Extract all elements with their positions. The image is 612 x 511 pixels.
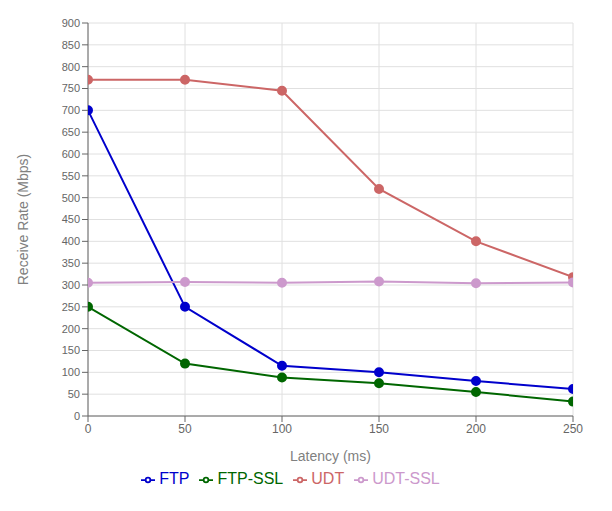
svg-text:0: 0	[74, 410, 80, 422]
html-text:FTP: FTP	[159, 470, 190, 487]
svg-text:450: 450	[62, 213, 80, 225]
svg-text:850: 850	[62, 39, 80, 51]
html-text:UDT-SSL: UDT-SSL	[372, 470, 440, 487]
svg-text:400: 400	[62, 235, 80, 247]
svg-text:200: 200	[62, 323, 80, 335]
svg-text:200: 200	[466, 422, 486, 436]
svg-text:100: 100	[62, 366, 80, 378]
svg-text:150: 150	[369, 422, 389, 436]
svg-text:150: 150	[62, 344, 80, 356]
svg-text:250: 250	[563, 422, 583, 436]
svg-text:100: 100	[272, 422, 292, 436]
svg-text:Latency (ms): Latency (ms)	[290, 448, 371, 464]
svg-text:0: 0	[85, 422, 92, 436]
svg-text:500: 500	[62, 192, 80, 204]
svg-text:Receive Rate (Mbps): Receive Rate (Mbps)	[15, 154, 31, 286]
svg-text:700: 700	[62, 104, 80, 116]
svg-text:650: 650	[62, 126, 80, 138]
svg-text:50: 50	[178, 422, 192, 436]
svg-text:300: 300	[62, 279, 80, 291]
svg-text:50: 50	[68, 388, 80, 400]
svg-text:350: 350	[62, 257, 80, 269]
svg-text:900: 900	[62, 17, 80, 29]
html-text:UDT: UDT	[311, 470, 345, 487]
svg-text:550: 550	[62, 170, 80, 182]
svg-text:250: 250	[62, 301, 80, 313]
html-text:FTP-SSL: FTP-SSL	[217, 470, 284, 487]
svg-text:800: 800	[62, 61, 80, 73]
svg-text:600: 600	[62, 148, 80, 160]
svg-text:750: 750	[62, 82, 80, 94]
